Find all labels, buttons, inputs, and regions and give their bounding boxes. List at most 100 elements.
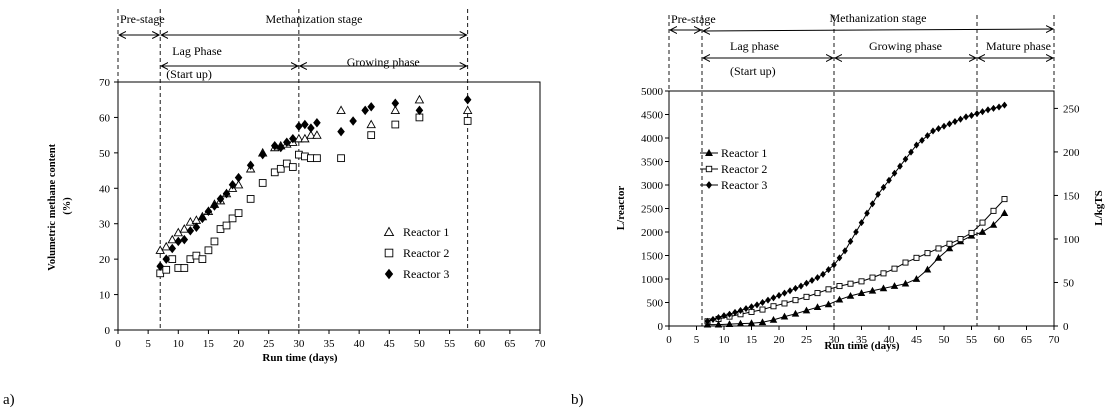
chart-b-point-reactor-3 <box>825 266 832 274</box>
chart-a-point-reactor-3 <box>174 236 183 247</box>
chart-a-start-up-label: (Start up) <box>166 67 212 81</box>
chart-a-point-reactor-1 <box>312 130 322 139</box>
chart-b-point-reactor-1 <box>835 295 844 303</box>
chart-b-point-reactor-3 <box>963 113 969 121</box>
chart-b-x-tick-label: 5 <box>694 334 700 346</box>
chart-b-point-reactor-2 <box>880 270 887 277</box>
chart-b-point-reactor-2 <box>913 254 920 261</box>
chart-b-point-reactor-2 <box>990 207 997 214</box>
chart-b-point-reactor-3 <box>748 303 755 311</box>
chart-b-x-tick-label: 30 <box>829 334 841 346</box>
chart-b-point-reactor-3 <box>1001 101 1008 109</box>
chart-a-x-tick-label: 65 <box>504 338 516 350</box>
chart-b-point-reactor-3 <box>853 228 859 236</box>
chart-b-point-reactor-3 <box>913 141 920 149</box>
chart-b-point-reactor-2 <box>935 245 942 252</box>
chart-b-right-y-tick-label: 250 <box>1063 103 1080 115</box>
chart-b-stage-annotations: Pre-stage Methanization stage Lag phase (St… <box>668 11 1055 326</box>
chart-b-point-reactor-3 <box>836 254 843 262</box>
chart-b-point-reactor-2 <box>770 303 777 310</box>
chart-b-point-reactor-3 <box>770 294 777 302</box>
chart-b-point-reactor-3 <box>957 115 964 123</box>
chart-b-y-tick-label: 1500 <box>641 251 664 263</box>
chart-a-point-reactor-3 <box>391 98 400 108</box>
chart-b-data-marks <box>703 101 1009 328</box>
chart-a-point-reactor-3 <box>216 194 225 204</box>
chart-a-point-reactor-3 <box>307 123 315 133</box>
chart-b-legend-marker-1 <box>705 148 713 157</box>
chart-a-point-reactor-3 <box>283 137 291 147</box>
chart-b-right-y-tick-label: 50 <box>1063 277 1075 289</box>
chart-b-point-reactor-2 <box>924 250 931 257</box>
chart-a-y-tick-label: 10 <box>99 290 111 302</box>
chart-a-x-tick-label: 45 <box>384 338 396 350</box>
chart-b-point-reactor-1 <box>923 265 932 273</box>
chart-a-point-reactor-3 <box>180 234 189 245</box>
chart-a-point-reactor-2 <box>228 214 237 223</box>
chart-a-x-tick-label: 30 <box>293 338 305 350</box>
chart-a-point-reactor-3 <box>168 243 177 254</box>
chart-b-point-reactor-2 <box>858 278 865 285</box>
chart-b-x-tick-label: 70 <box>1049 334 1061 346</box>
chart-b-point-reactor-3 <box>919 136 925 144</box>
chart-b-y-tick-label: 5000 <box>641 86 664 98</box>
chart-a-point-reactor-2 <box>204 246 213 255</box>
chart-a-point-reactor-2 <box>222 221 231 230</box>
chart-a-point-reactor-3 <box>258 149 267 160</box>
chart-b-y-tick-label: 3500 <box>641 157 664 169</box>
chart-a-panel-label: a) <box>3 392 15 408</box>
chart-b-point-reactor-3 <box>726 310 733 318</box>
chart-b-y-tick-label: 3000 <box>641 180 664 192</box>
chart-b-point-reactor-1 <box>934 253 943 261</box>
chart-b-point-reactor-3 <box>842 247 848 255</box>
chart-b-methanization-label: Methanization stage <box>830 11 927 25</box>
chart-b-point-reactor-3 <box>952 118 958 126</box>
chart-b-point-reactor-1 <box>945 244 954 252</box>
chart-b-legend-marker-2 <box>705 165 713 173</box>
chart-b-point-reactor-3 <box>831 261 837 269</box>
chart-a-point-reactor-2 <box>180 264 189 272</box>
chart-b-point-reactor-1 <box>978 228 987 235</box>
chart-a-x-tick-label: 60 <box>474 338 486 350</box>
chart-a-x-tick-label: 70 <box>535 338 547 350</box>
chart-a-y-axis-label-line2: (%) <box>62 197 73 215</box>
chart-b-point-reactor-3 <box>897 162 903 170</box>
chart-a-point-reactor-3 <box>276 142 285 153</box>
chart-a-legend-marker-3 <box>384 268 394 280</box>
chart-b-y-tick-label: 2000 <box>641 227 664 239</box>
chart-a-point-reactor-2 <box>234 209 243 217</box>
chart-b-point-reactor-3 <box>924 132 931 140</box>
chart-b-point-reactor-3 <box>946 120 953 128</box>
chart-a-axes: 0 5 10 15 20 25 30 35 40 45 50 55 60 65 70 0 10 20 30 40 50 6… <box>99 77 546 350</box>
chart-a-point-reactor-3 <box>289 133 297 144</box>
chart-a-point-reactor-3 <box>463 94 472 105</box>
chart-b-growing-phase-label: Growing phase <box>869 39 942 53</box>
chart-b-point-reactor-2 <box>836 283 843 290</box>
chart-b-point-reactor-3 <box>891 169 898 177</box>
chart-a-point-reactor-1 <box>366 119 376 129</box>
chart-a-point-reactor-3 <box>228 180 237 190</box>
chart-a-point-reactor-2 <box>391 120 400 129</box>
chart-a-point-reactor-2 <box>337 154 345 163</box>
chart-a-point-reactor-2 <box>210 237 219 246</box>
chart-b-point-reactor-2 <box>781 300 788 307</box>
chart-b-point-reactor-3 <box>974 110 980 118</box>
chart-b-point-reactor-2 <box>968 229 975 236</box>
chart-a-point-reactor-3 <box>234 172 243 183</box>
chart-b-point-reactor-2 <box>803 293 810 300</box>
chart-b-point-reactor-1 <box>802 306 811 314</box>
chart-b-series-line-reactor-2 <box>707 198 1005 322</box>
chart-a-point-reactor-1 <box>167 234 178 244</box>
chart-b-point-reactor-3 <box>759 298 766 307</box>
chart-a-point-reactor-3 <box>295 121 303 132</box>
chart-b-right-y-tick-label: 200 <box>1063 147 1080 159</box>
chart-a-x-tick-label: 55 <box>444 338 456 350</box>
chart-b-point-reactor-1 <box>879 284 888 292</box>
chart-b-point-reactor-3 <box>710 315 716 323</box>
chart-a-point-reactor-1 <box>179 224 190 233</box>
chart-a-growing-phase-label: Growing phase <box>347 55 420 69</box>
chart-b-y-tick-label: 500 <box>647 298 664 310</box>
chart-b-point-reactor-1 <box>813 303 822 311</box>
chart-a-y-tick-label: 60 <box>99 112 111 124</box>
